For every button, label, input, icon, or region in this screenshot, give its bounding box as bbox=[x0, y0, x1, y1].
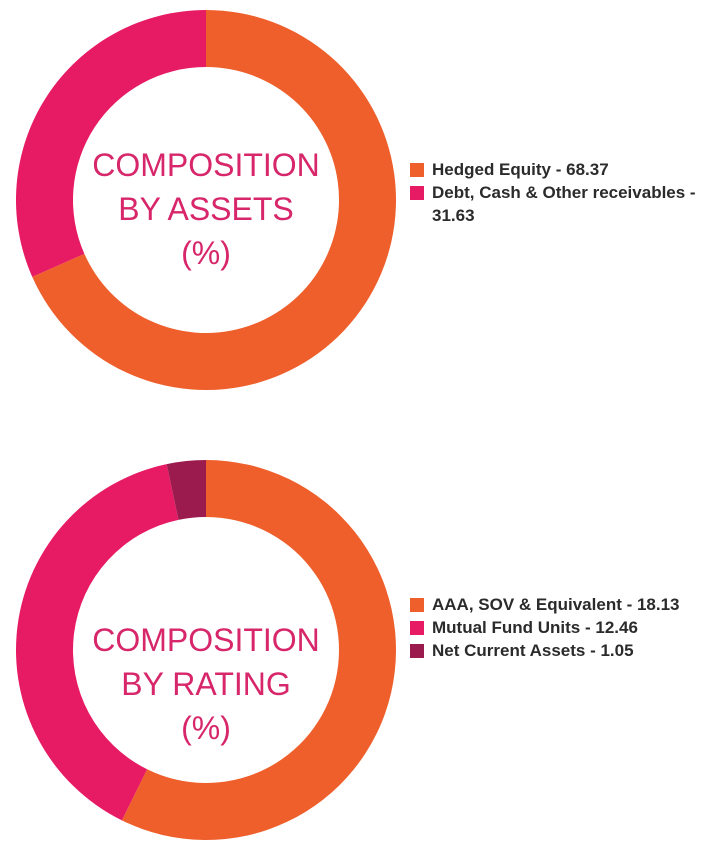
assets-donut-chart: COMPOSITION BY ASSETS (%) Hedged Equity … bbox=[0, 0, 720, 420]
assets-center-line-1: COMPOSITION bbox=[92, 147, 320, 183]
legend-item-hedged-equity: Hedged Equity - 68.37 bbox=[410, 158, 715, 181]
rating-legend: AAA, SOV & Equivalent - 18.13 Mutual Fun… bbox=[410, 593, 715, 662]
rating-donut-svg bbox=[15, 460, 396, 840]
legend-swatch-orange bbox=[410, 163, 424, 177]
legend-swatch-pink bbox=[410, 621, 424, 635]
assets-legend: Hedged Equity - 68.37 Debt, Cash & Other… bbox=[410, 158, 715, 227]
legend-label: Debt, Cash & Other receivables - 31.63 bbox=[432, 183, 696, 225]
legend-label: Mutual Fund Units - 12.46 bbox=[432, 618, 638, 637]
assets-slice-debt-cash-other-receivables bbox=[15, 10, 207, 277]
legend-swatch-orange bbox=[410, 598, 424, 612]
legend-label: Net Current Assets - 1.05 bbox=[432, 641, 634, 660]
legend-item-aaa-sov: AAA, SOV & Equivalent - 18.13 bbox=[410, 593, 715, 616]
rating-donut-chart: COMPOSITION BY RATING (%) AAA, SOV & Equ… bbox=[0, 440, 720, 854]
legend-item-net-current-assets: Net Current Assets - 1.05 bbox=[410, 639, 715, 662]
rating-center-label: COMPOSITION BY RATING (%) bbox=[56, 618, 356, 750]
legend-item-mutual-fund-units: Mutual Fund Units - 12.46 bbox=[410, 616, 715, 639]
rating-slice-aaa-sov-equivalent bbox=[121, 460, 396, 840]
rating-center-line-1: COMPOSITION bbox=[92, 622, 320, 658]
legend-swatch-maroon bbox=[410, 644, 424, 658]
rating-center-line-2: BY RATING bbox=[121, 666, 291, 702]
legend-swatch-pink bbox=[410, 186, 424, 200]
rating-center-line-3: (%) bbox=[181, 710, 231, 746]
legend-label: AAA, SOV & Equivalent - 18.13 bbox=[432, 595, 680, 614]
rating-slice-net-current-assets bbox=[166, 460, 206, 520]
assets-center-label: COMPOSITION BY ASSETS (%) bbox=[56, 143, 356, 275]
assets-center-line-2: BY ASSETS bbox=[118, 191, 294, 227]
assets-donut-svg bbox=[15, 10, 397, 390]
legend-label: Hedged Equity - 68.37 bbox=[432, 160, 609, 179]
assets-slice-hedged-equity bbox=[32, 10, 397, 390]
assets-center-line-3: (%) bbox=[181, 235, 231, 271]
legend-item-debt-cash: Debt, Cash & Other receivables - 31.63 bbox=[410, 181, 715, 227]
rating-slice-mutual-fund-units bbox=[15, 464, 179, 821]
